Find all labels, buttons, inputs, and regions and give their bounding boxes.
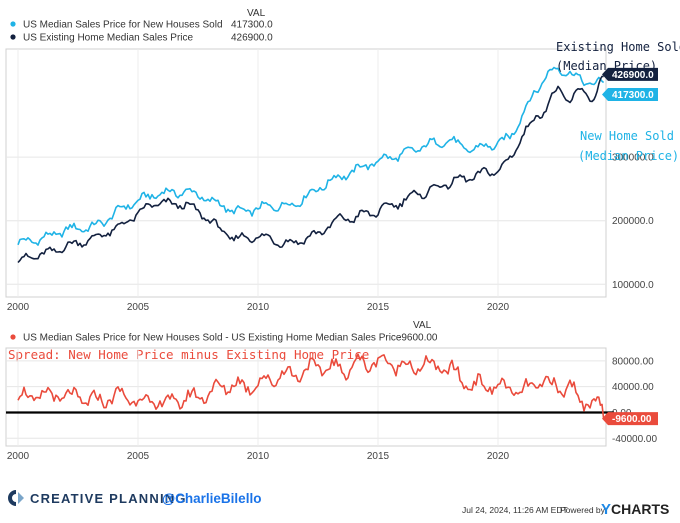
last-value-tag-label: -9600.00 (612, 414, 652, 425)
top-plot-frame (5, 48, 607, 298)
last-value-tag-spread: -9600.00 (602, 412, 658, 426)
y-tick-label: 40000.00 (612, 382, 654, 393)
bottom-plot-frame (5, 347, 607, 447)
top-legend-val-header: VAL (247, 8, 266, 19)
y-tick-label: 200000.0 (612, 216, 654, 227)
creative-planning-brand: CREATIVE PLANNING (30, 491, 187, 506)
ycharts-logo-y: Y (601, 501, 611, 518)
bottom-legend-val-header: VAL (413, 320, 432, 331)
x-tick-label: 2015 (367, 302, 390, 313)
x-tick-label: 2000 (7, 451, 30, 462)
annotation-existing-line2: (Median Price) (556, 59, 657, 73)
last-value-tag-label: 417300.0 (612, 90, 654, 101)
top-legend: VAL US Median Sales Price for New Houses… (10, 8, 273, 44)
top-legend-new-marker (10, 21, 16, 27)
bottom-series-lines (6, 353, 614, 419)
top-x-tick-labels: 2000 2005 2010 2015 2020 (7, 302, 510, 313)
x-tick-label: 2005 (127, 302, 150, 313)
y-tick-label: -40000.00 (612, 434, 657, 445)
x-tick-label: 2010 (247, 302, 270, 313)
top-legend-existing-label: US Existing Home Median Sales Price (23, 33, 194, 44)
top-series-lines (17, 66, 605, 264)
x-tick-label: 2010 (247, 451, 270, 462)
top-legend-new-value: 417300.0 (231, 20, 273, 31)
y-tick-label: 300000.0 (612, 153, 654, 164)
annotation-existing-line1: Existing Home Sold (556, 40, 680, 54)
annotations: Existing Home Sold (Median Price) New Ho… (556, 40, 680, 163)
annotation-new-line2: (Median Price) (578, 149, 679, 163)
ycharts-logo-text: CHARTS (611, 501, 669, 517)
creative-planning-logo-icon (8, 490, 24, 506)
top-legend-existing-value: 426900.0 (231, 33, 273, 44)
series-line-spread (17, 353, 605, 419)
top-last-value-tags: 417300.0 426900.0 (602, 67, 658, 102)
top-y-tick-labels: 100000.0 200000.0 300000.0 (612, 153, 654, 291)
timestamp: Jul 24, 2024, 11:26 AM EDT (462, 505, 568, 515)
bottom-legend: VAL US Median Sales Price for New Houses… (10, 320, 438, 344)
series-line-existing_homes (17, 75, 604, 264)
bottom-x-tick-labels: 2000 2005 2010 2015 2020 (7, 451, 510, 462)
bottom-legend-spread-marker (10, 334, 16, 340)
last-value-tag-existing_homes: 426900.0 (602, 67, 658, 81)
x-tick-label: 2020 (487, 302, 510, 313)
bottom-last-value-tags: -9600.00 (602, 412, 658, 426)
bottom-legend-spread-label: US Median Sales Price for New Houses Sol… (23, 333, 402, 344)
footer: CREATIVE PLANNING @CharlieBilello Jul 24… (8, 490, 669, 518)
series-line-new_homes (17, 66, 605, 246)
annotation-spread: Spread: New Home Price minus Existing Ho… (8, 347, 369, 362)
twitter-handle[interactable]: @CharlieBilello (162, 491, 261, 506)
x-tick-label: 2000 (7, 302, 30, 313)
x-tick-label: 2015 (367, 451, 390, 462)
powered-by: Powered by (560, 505, 606, 515)
last-value-tag-new_homes: 417300.0 (602, 88, 658, 102)
y-tick-label: 100000.0 (612, 280, 654, 291)
top-legend-existing-marker (10, 34, 16, 40)
y-tick-label: 80000.00 (612, 356, 654, 367)
x-tick-label: 2005 (127, 451, 150, 462)
annotation-new-line1: New Home Sold (580, 129, 674, 143)
top-legend-new-label: US Median Sales Price for New Houses Sol… (23, 20, 223, 31)
top-gridlines (6, 49, 606, 297)
bottom-legend-spread-value: -9600.00 (398, 333, 438, 344)
x-tick-label: 2020 (487, 451, 510, 462)
last-value-tag-label: 426900.0 (612, 70, 654, 81)
top-chart: 2000 2005 2010 2015 2020 100000.0 200000.0 300… (5, 48, 658, 313)
